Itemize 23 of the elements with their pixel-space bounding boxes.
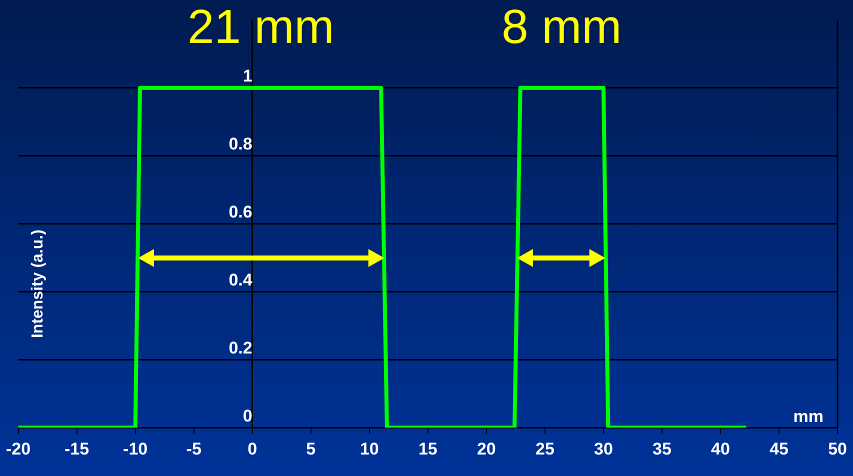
annotation: 8 mm [502,1,622,54]
y-axis-title: Intensity (a.u.) [30,230,47,338]
y-tick-label: 0.6 [228,202,252,222]
x-tick-label: 10 [360,439,379,458]
x-tick-label: 30 [594,439,613,458]
x-tick-label: 15 [418,439,438,458]
y-tick-label: 0.8 [228,134,252,154]
y-tick-label: 0.4 [228,270,253,290]
x-tick-label: 20 [476,439,496,458]
y-tick-label: 0.2 [228,338,252,358]
x-tick-label: 45 [770,439,788,458]
x-tick-label: -10 [123,439,148,458]
x-tick-label: -20 [6,439,31,458]
x-tick-label: 25 [535,439,554,458]
x-tick-label: 40 [711,439,730,458]
x-tick-label: -15 [64,439,90,458]
x-axis-title: mm [793,406,824,426]
x-tick-label: -5 [186,439,202,458]
x-tick-label: 5 [306,439,316,458]
x-tick-label: 50 [828,439,848,458]
x-tick-label: 35 [652,439,672,458]
y-tick-label: 1 [242,66,252,86]
annotation: 21 mm [187,1,334,54]
